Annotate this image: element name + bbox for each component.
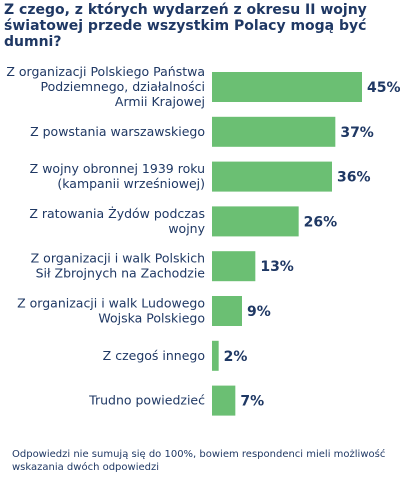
bar-3 [212, 206, 299, 237]
value-label-7: 7% [240, 394, 264, 410]
bar-0 [212, 72, 362, 102]
bar-2 [212, 161, 332, 192]
category-label-7: Trudno powiedzieć [88, 393, 205, 408]
value-label-6: 2% [224, 349, 248, 365]
bar-5 [212, 296, 242, 326]
bar-1 [212, 116, 336, 147]
value-label-5: 9% [247, 304, 271, 320]
category-label-1: Z powstania warszawskiego [30, 124, 205, 139]
category-label-2: Z wojny obronnej 1939 roku (kampanii wrze… [30, 161, 205, 191]
bar-6 [212, 340, 219, 371]
footnote: Odpowiedzi nie sumują się do 100%, bowie… [12, 449, 386, 473]
category-label-4: Z organizacji i walk Polskich Sił Zbrojny… [31, 251, 206, 281]
value-label-0: 45% [367, 80, 400, 96]
category-label-3: Z ratowania Żydów podczas wojny [29, 206, 205, 236]
category-label-5: Z organizacji i walk Ludowego Wojska Pols… [17, 296, 205, 326]
value-label-3: 26% [304, 214, 338, 230]
category-label-0: Z organizacji Polskiego Państwa Podziemne… [6, 64, 205, 109]
chart-title: Z czego, z których wydarzeń z okresu II … [4, 2, 367, 50]
bar-7 [212, 385, 236, 416]
value-label-4: 13% [260, 259, 294, 275]
value-label-1: 37% [340, 125, 374, 141]
bar-4 [212, 251, 256, 282]
value-label-2: 36% [337, 170, 371, 186]
category-label-6: Z czegoś innego [103, 348, 205, 363]
